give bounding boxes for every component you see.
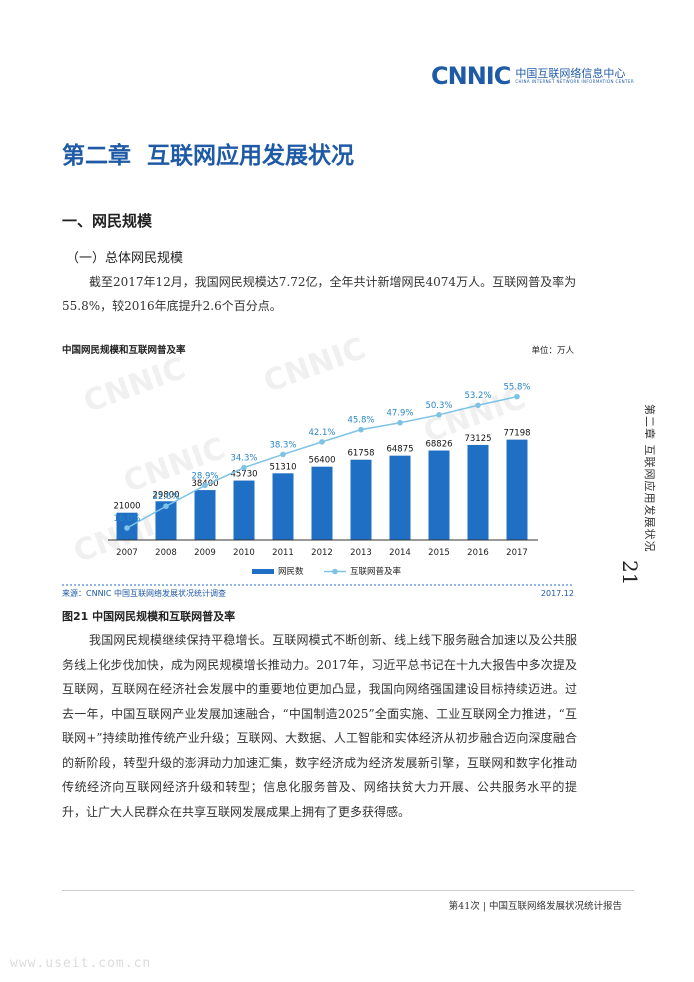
line-point (358, 426, 364, 433)
line-point (202, 482, 208, 489)
chart-svg: 中国网民规模和互联网普及率 单位：万人 21000298003840045730… (62, 344, 574, 598)
x-tick-label: 2012 (311, 548, 333, 558)
line-value-label: 16.0% (113, 514, 140, 524)
line-value-label: 34.3% (230, 454, 257, 464)
chapter-title: 第二章 互联网应用发展状况 (62, 136, 354, 170)
bar-value-label: 21000 (113, 502, 140, 512)
bar-value-label: 68826 (425, 440, 452, 450)
bar (506, 439, 528, 540)
line-point (163, 503, 169, 510)
x-tick-label: 2013 (350, 548, 372, 558)
line-value-label: 22.6% (152, 492, 179, 502)
chart-title: 中国网民规模和互联网普及率 (62, 344, 186, 356)
legend-bar-swatch (252, 569, 274, 574)
line-point (241, 464, 247, 471)
x-tick-label: 2008 (155, 548, 177, 558)
line-point (319, 439, 325, 445)
chart-unit-label: 单位：万人 (531, 345, 574, 356)
line-value-label: 28.9% (191, 471, 218, 481)
bar (155, 501, 177, 540)
side-page-number: 21 (618, 560, 642, 586)
legend-line-label: 互联网普及率 (350, 566, 402, 577)
chart-date: 2017.12 (541, 589, 574, 598)
bar (389, 455, 411, 540)
site-watermark: www.useit.com.cn (10, 956, 152, 971)
section-title: 一、网民规模 (62, 212, 153, 230)
line-value-label: 53.2% (464, 391, 491, 401)
page-footer: 第41次 | 中国互联网络发展状况统计报告 (448, 901, 622, 912)
bar-value-label: 61758 (347, 449, 374, 459)
bar-value-label: 64875 (386, 445, 413, 455)
bar-value-label: 29800 (152, 490, 179, 500)
bar-value-label: 51310 (269, 462, 296, 472)
netizen-chart: CNNIC CNNIC CNNIC CNNIC CNNIC 中国网民规模和互联网… (62, 331, 574, 603)
bar-value-label: 77198 (503, 429, 530, 439)
bar-value-label: 45730 (230, 470, 257, 480)
cnnic-logo: CNNIC 中国互联网络信息中心 CHINA INTERNET NETWORK … (431, 62, 634, 90)
legend-bar-label: 网民数 (278, 566, 304, 577)
line-value-label: 45.8% (347, 416, 374, 426)
line-point (397, 419, 403, 426)
line-value-label: 50.3% (425, 401, 452, 411)
bar (467, 444, 489, 540)
line-value-label: 55.8% (503, 383, 530, 393)
bar (272, 473, 294, 540)
line-value-label: 38.3% (269, 440, 296, 450)
bar (350, 459, 372, 540)
intro-paragraph: 截至2017年12月，我国网民规模达7.72亿，全年共计新增网民4074万人。互… (62, 275, 577, 313)
side-chapter-label: 第二章 互联网应用发展状况 (643, 404, 656, 553)
x-tick-label: 2009 (194, 548, 216, 558)
chapter-name: 互联网应用发展状况 (147, 143, 354, 169)
line-point (436, 412, 442, 418)
chart-legend: 网民数 互联网普及率 (252, 566, 402, 577)
line-point (124, 525, 130, 531)
x-tick-label: 2017 (506, 548, 528, 558)
figure-caption: 图21 中国网民规模和互联网普及率 (62, 610, 236, 623)
subsection-title: （一）总体网民规模 (66, 251, 184, 266)
bar-series: 2100029800384004573051310564006175864875… (113, 429, 531, 540)
chart-source: 来源：CNNIC 中国互联网络发展状况统计调查 (62, 588, 226, 598)
line-value-label: 42.1% (308, 428, 335, 438)
logo-en: CHINA INTERNET NETWORK INFORMATION CENTE… (515, 78, 634, 84)
bar-value-label: 73125 (464, 434, 491, 444)
x-tick-label: 2011 (272, 548, 294, 558)
line-value-label: 47.9% (386, 409, 413, 419)
logo-mark: CNNIC (431, 62, 511, 90)
logo-text: 中国互联网络信息中心 CHINA INTERNET NETWORK INFORM… (515, 66, 634, 84)
bar (233, 480, 255, 540)
x-tick-labels: 2007 2008 2009 2010 2011 2012 2013 2014 2015 2016… (116, 548, 528, 558)
x-tick-label: 2015 (428, 548, 450, 558)
line-point (280, 451, 286, 458)
line-series: 16.0% 22.6% 28.9% 34.3% 38.3% 42.1% 45.8% 47.9%… (113, 383, 531, 531)
x-tick-label: 2007 (116, 548, 138, 558)
body-paragraph: 我国网民规模继续保持平稳增长。互联网模式不断创新、线上线下服务融合加速以及公共服… (62, 633, 577, 819)
x-tick-label: 2010 (233, 548, 255, 558)
x-tick-label: 2014 (389, 548, 411, 558)
line-point (475, 402, 481, 409)
footer-divider (62, 890, 634, 891)
chapter-number: 第二章 (62, 143, 131, 169)
bar (311, 466, 333, 540)
x-tick-label: 2016 (467, 548, 489, 558)
bar (428, 450, 450, 540)
legend-line-marker (332, 568, 338, 575)
bar-value-label: 56400 (308, 456, 335, 466)
logo-cn: 中国互联网络信息中心 (515, 66, 626, 80)
bar (194, 490, 216, 540)
line-point (514, 393, 520, 400)
